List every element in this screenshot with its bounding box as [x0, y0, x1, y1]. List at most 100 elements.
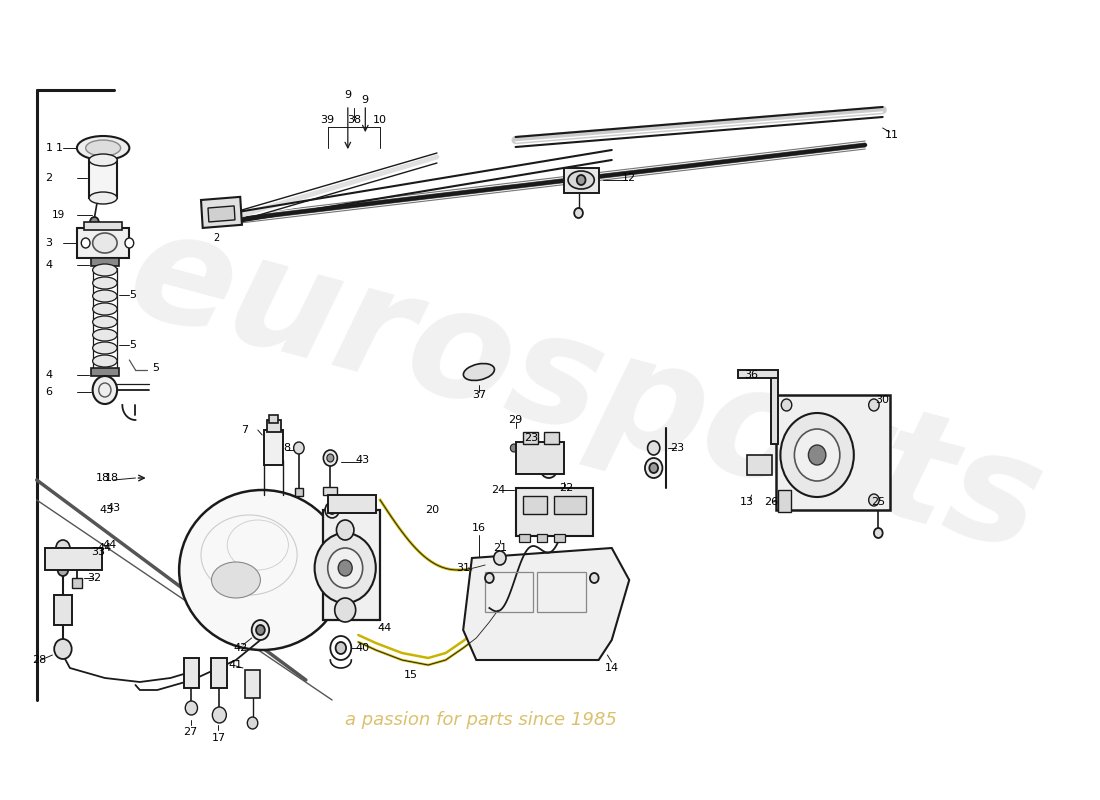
Bar [771, 372, 778, 444]
Ellipse shape [89, 154, 117, 166]
Bar [77, 228, 130, 258]
Circle shape [125, 238, 134, 248]
Text: 26: 26 [763, 497, 778, 507]
Bar [747, 455, 772, 475]
Text: 28: 28 [32, 655, 46, 665]
Text: 12: 12 [623, 173, 636, 183]
Bar [201, 197, 242, 228]
Bar [522, 432, 538, 444]
Text: 2: 2 [45, 173, 53, 183]
Text: 20: 20 [426, 505, 440, 515]
Bar [91, 368, 119, 376]
Text: 41: 41 [229, 660, 243, 670]
Bar [516, 442, 563, 474]
Bar [184, 658, 199, 688]
Text: 36: 36 [745, 370, 759, 380]
Bar [485, 572, 534, 612]
Circle shape [510, 444, 517, 452]
Bar [561, 508, 572, 523]
Text: 16: 16 [472, 523, 486, 533]
Circle shape [497, 555, 503, 561]
Bar [554, 496, 585, 514]
Text: 40: 40 [355, 643, 370, 653]
Bar [538, 572, 585, 612]
Circle shape [563, 494, 570, 502]
Ellipse shape [92, 355, 117, 367]
Circle shape [869, 494, 879, 506]
Circle shape [185, 701, 198, 715]
Circle shape [214, 662, 224, 674]
Bar [264, 430, 283, 465]
Circle shape [781, 399, 792, 411]
Text: 5: 5 [130, 290, 136, 300]
Ellipse shape [463, 363, 494, 381]
Circle shape [56, 540, 70, 556]
Circle shape [81, 238, 90, 248]
Circle shape [249, 677, 257, 687]
Circle shape [57, 564, 68, 576]
Text: 37: 37 [472, 390, 486, 400]
Circle shape [542, 441, 554, 455]
Bar [554, 534, 564, 542]
Circle shape [574, 208, 583, 218]
Circle shape [338, 560, 352, 576]
Bar [778, 490, 791, 512]
Bar [323, 487, 338, 495]
Circle shape [808, 445, 826, 465]
Text: 18: 18 [96, 473, 110, 483]
Circle shape [326, 502, 339, 518]
Circle shape [54, 639, 72, 659]
Ellipse shape [89, 192, 117, 204]
Circle shape [327, 454, 333, 462]
Text: 25: 25 [871, 497, 886, 507]
Text: 6: 6 [45, 387, 53, 397]
Text: 24: 24 [491, 485, 505, 495]
Text: eurosports: eurosports [113, 197, 1057, 583]
Ellipse shape [86, 140, 121, 156]
Bar [72, 578, 82, 588]
Text: 17: 17 [211, 733, 226, 743]
Circle shape [90, 217, 99, 227]
Text: 13: 13 [740, 497, 755, 507]
Text: 1: 1 [45, 143, 53, 153]
Circle shape [544, 463, 553, 473]
Polygon shape [463, 548, 629, 660]
Circle shape [337, 520, 354, 540]
Text: 23: 23 [670, 443, 684, 453]
Bar [211, 658, 228, 688]
Circle shape [315, 533, 376, 603]
Circle shape [212, 707, 227, 723]
Circle shape [485, 573, 494, 583]
Text: 43: 43 [355, 455, 370, 465]
Bar [91, 258, 119, 266]
Bar [84, 222, 122, 230]
Circle shape [780, 413, 854, 497]
Bar [45, 548, 102, 570]
Ellipse shape [77, 136, 130, 160]
Text: 31: 31 [456, 563, 470, 573]
Text: 29: 29 [508, 415, 522, 425]
Circle shape [794, 429, 839, 481]
Text: 14: 14 [605, 663, 619, 673]
Text: 1: 1 [56, 143, 63, 153]
Bar [208, 206, 235, 222]
Ellipse shape [92, 290, 117, 302]
Circle shape [248, 717, 257, 729]
Text: 23: 23 [525, 433, 538, 443]
Circle shape [590, 573, 598, 583]
Bar [270, 415, 278, 423]
Circle shape [323, 450, 338, 466]
Circle shape [750, 459, 761, 471]
Ellipse shape [92, 329, 117, 341]
Circle shape [559, 490, 573, 506]
Circle shape [329, 506, 336, 514]
Bar [89, 160, 117, 198]
Circle shape [648, 441, 660, 455]
Circle shape [334, 598, 355, 622]
Circle shape [336, 642, 346, 654]
Circle shape [869, 399, 879, 411]
Bar [519, 534, 529, 542]
Text: 30: 30 [876, 395, 890, 405]
Text: 4: 4 [45, 260, 53, 270]
Circle shape [186, 664, 197, 676]
